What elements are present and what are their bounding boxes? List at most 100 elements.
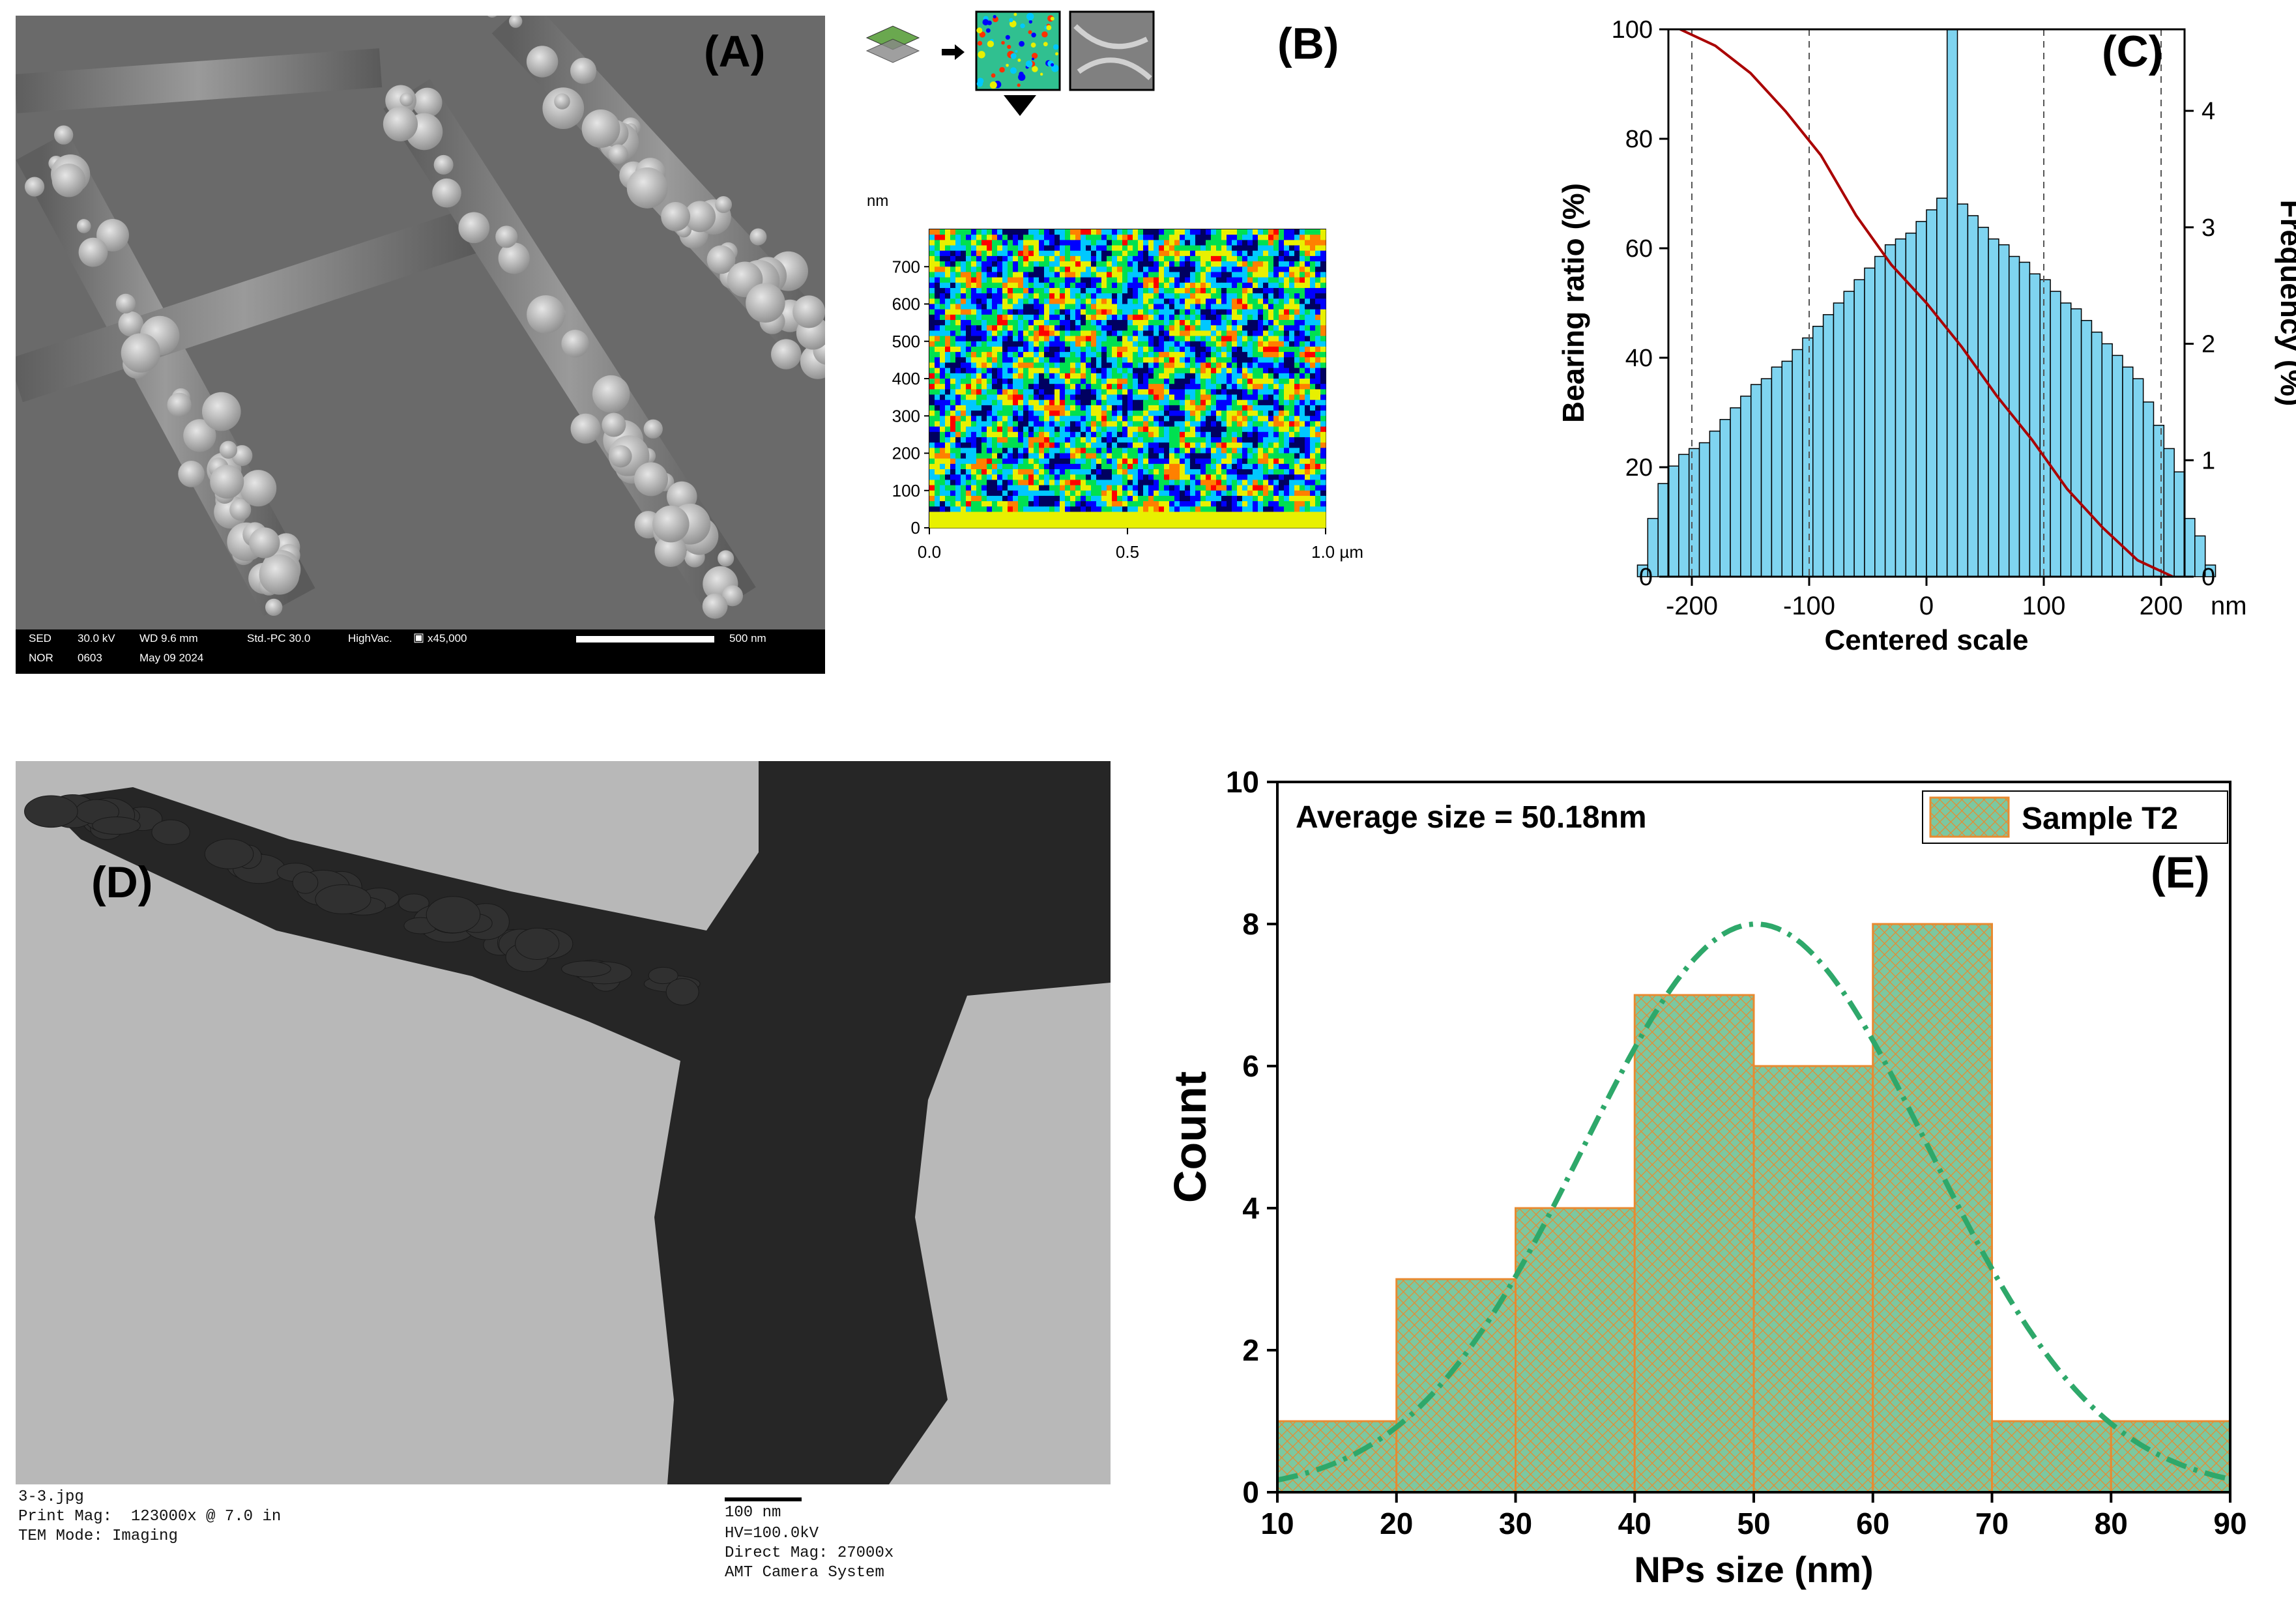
heatmap-cell — [1159, 379, 1165, 384]
heatmap-cell — [1013, 480, 1019, 486]
heatmap-cell — [1039, 282, 1045, 289]
heatmap-cell — [1159, 320, 1165, 326]
heatmap-cell — [1075, 282, 1081, 289]
heatmap-cell — [1086, 229, 1092, 235]
heatmap-cell — [1232, 346, 1238, 353]
heatmap-cell — [1028, 474, 1034, 480]
heatmap-cell — [987, 442, 993, 448]
heatmap-cell — [1133, 368, 1139, 374]
heatmap-cell — [1190, 453, 1196, 459]
x-axis-title: Centered scale — [1824, 624, 2028, 656]
heatmap-cell — [1008, 255, 1013, 262]
heatmap-cell — [1169, 512, 1175, 518]
heatmap-cell — [1002, 495, 1008, 502]
heatmap-cell — [1200, 298, 1206, 304]
heatmap-cell — [945, 384, 951, 390]
heatmap-cell — [1065, 394, 1071, 401]
sem-particle — [792, 295, 825, 328]
heatmap-cell — [1258, 485, 1264, 491]
heatmap-cell — [1127, 453, 1133, 459]
heatmap-cell — [1190, 336, 1196, 342]
heatmap-cell — [1174, 362, 1180, 369]
heatmap-cell — [1054, 405, 1060, 411]
heatmap-cell — [1002, 474, 1008, 480]
heatmap-cell — [971, 416, 977, 422]
heatmap-cell — [981, 458, 987, 465]
heatmap-cell — [1023, 512, 1029, 518]
heatmap-cell — [1211, 469, 1217, 475]
sem-vacuum: HighVac. — [348, 632, 392, 644]
heatmap-cell — [1070, 431, 1076, 438]
heatmap-cell — [997, 480, 1003, 486]
heatmap-cell — [1138, 255, 1144, 262]
heatmap-cell — [1300, 480, 1305, 486]
heatmap-cell — [1086, 416, 1092, 422]
heatmap-cell — [1034, 506, 1039, 512]
heatmap-cell — [1008, 474, 1013, 480]
heatmap-cell — [1195, 453, 1201, 459]
heatmap-cell — [1122, 485, 1128, 491]
heatmap-cell — [1263, 411, 1269, 416]
heatmap-cell — [1258, 309, 1264, 315]
heatmap-cell — [1002, 416, 1008, 422]
heatmap-cell — [987, 336, 993, 342]
heatmap-cell — [1216, 240, 1222, 246]
heatmap-cell — [1138, 437, 1144, 443]
heatmap-cell — [950, 282, 956, 289]
heatmap-cell — [1154, 490, 1159, 497]
heatmap-cell — [935, 304, 940, 310]
sem-scale-bar — [576, 636, 714, 643]
heatmap-cell — [1023, 463, 1029, 470]
heatmap-cell — [1101, 229, 1107, 235]
heatmap-cell — [1211, 405, 1217, 411]
heatmap-cell — [1023, 384, 1029, 390]
heatmap-cell — [1237, 346, 1243, 353]
heatmap-cell — [1122, 272, 1128, 278]
heatmap-cell — [1206, 384, 1212, 390]
heatmap-cell — [1289, 512, 1295, 518]
heatmap-cell — [1112, 267, 1118, 272]
heatmap-cell — [997, 448, 1003, 454]
heatmap-cell — [1279, 357, 1285, 363]
heatmap-cell — [1242, 250, 1248, 257]
heatmap-cell — [1091, 442, 1097, 448]
heatmap-cell — [1300, 287, 1305, 294]
heatmap-cell — [1065, 495, 1071, 502]
heatmap-cell — [1300, 330, 1305, 337]
heatmap-cell — [971, 389, 977, 396]
heatmap-cell — [1013, 287, 1019, 294]
heatmap-cell — [981, 352, 987, 358]
heatmap-cell — [1117, 229, 1123, 235]
heatmap-cell — [997, 495, 1003, 502]
heatmap-cell — [1174, 469, 1180, 475]
heatmap-cell — [1279, 293, 1285, 299]
heatmap-cell — [1247, 320, 1253, 326]
heatmap-cell — [1206, 352, 1212, 358]
heatmap-cell — [1054, 309, 1060, 315]
heatmap-cell — [1133, 309, 1139, 315]
heatmap-cell — [1138, 304, 1144, 310]
heatmap-cell — [992, 485, 998, 491]
heatmap-cell — [1227, 336, 1232, 342]
heatmap-cell — [1195, 346, 1201, 353]
heatmap-cell — [1320, 517, 1326, 523]
heatmap-cell — [1320, 293, 1326, 299]
heatmap-cell — [1294, 384, 1300, 390]
heatmap-cell — [1200, 411, 1206, 416]
heatmap-cell — [1034, 304, 1039, 310]
heatmap-cell — [1086, 394, 1092, 401]
heatmap-cell — [1107, 298, 1112, 304]
heatmap-cell — [1096, 368, 1102, 374]
heatmap-cell — [1216, 517, 1222, 523]
heatmap-cell — [1211, 394, 1217, 401]
heatmap-cell — [1242, 389, 1248, 396]
heatmap-cell — [1169, 405, 1175, 411]
heatmap-cell — [1315, 255, 1321, 262]
heatmap-cell — [1232, 277, 1238, 283]
heatmap-cell — [1159, 277, 1165, 283]
heatmap-cell — [1018, 405, 1024, 411]
frequency-bar — [1781, 360, 1793, 577]
heatmap-cell — [1206, 229, 1212, 235]
heatmap-cell — [1305, 287, 1311, 294]
y-right-tick-label: 3 — [2202, 214, 2215, 242]
